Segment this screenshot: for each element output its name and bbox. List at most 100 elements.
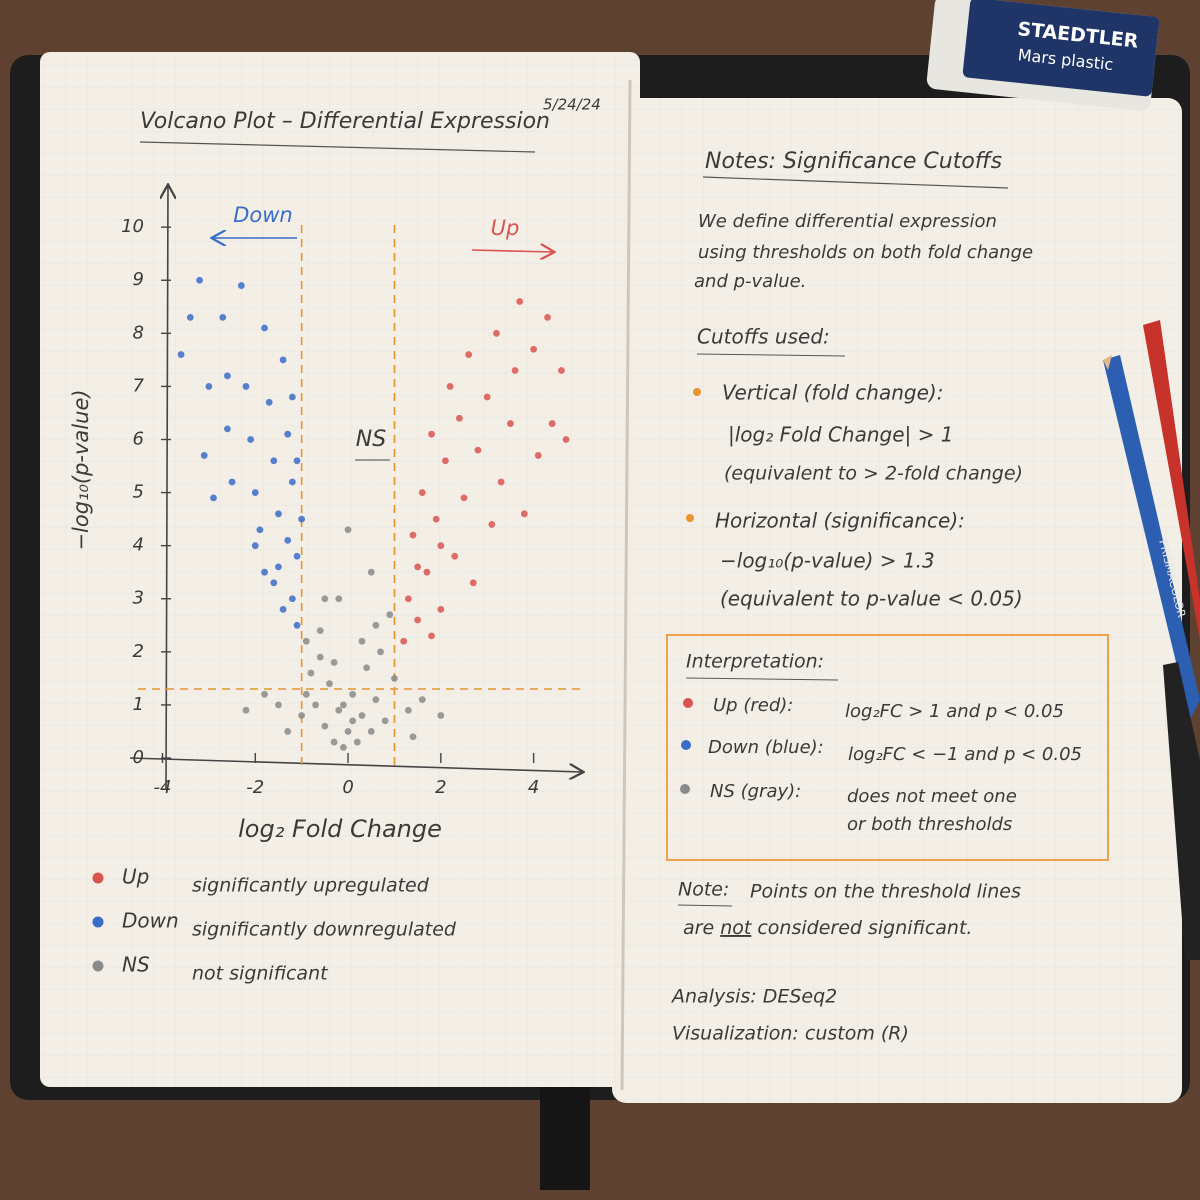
point: [465, 351, 473, 358]
point: [288, 595, 296, 603]
point: [414, 563, 422, 571]
point: [548, 420, 556, 427]
point: [530, 345, 538, 353]
analysis-line: Visualization: custom (R): [672, 1023, 909, 1045]
point: [363, 664, 370, 672]
point: [404, 595, 412, 603]
y-tick-label: 1: [133, 694, 144, 715]
point: [414, 616, 422, 624]
note-line: are not considered significant.: [683, 917, 972, 939]
point: [251, 489, 259, 496]
point: [340, 701, 347, 709]
bullet: [686, 514, 694, 522]
y-tick-label: 9: [133, 269, 144, 290]
point: [293, 457, 301, 465]
point: [404, 706, 412, 714]
point: [377, 648, 384, 656]
point: [288, 478, 296, 486]
gutter: [620, 79, 632, 1091]
y-tick-label: 5: [133, 482, 144, 503]
x-tick-label: 0: [342, 777, 353, 798]
title-underline: [139, 141, 536, 153]
point: [270, 457, 278, 465]
y-tick-label: 8: [133, 322, 144, 343]
point: [437, 542, 445, 550]
point: [340, 743, 347, 751]
point: [367, 728, 375, 735]
cutoff-line: (equivalent to > 2-fold change): [724, 463, 1023, 485]
point: [344, 526, 352, 534]
y-tick-label: 7: [133, 375, 145, 396]
up-arrow: [471, 250, 553, 252]
point: [316, 627, 324, 634]
point: [330, 659, 338, 666]
x-axis-title: log₂ Fold Change: [238, 815, 442, 843]
point: [186, 314, 194, 321]
x-axis: [129, 757, 582, 772]
bullet: [680, 784, 690, 794]
point: [200, 452, 208, 459]
interp-text: log₂FC > 1 and p < 0.05: [845, 701, 1064, 722]
intro-line: and p-value.: [694, 271, 806, 292]
legend-marker: [92, 960, 104, 972]
x-tick-label: 2: [435, 777, 446, 798]
point: [261, 690, 268, 698]
point: [279, 356, 287, 364]
point: [270, 579, 278, 587]
point: [558, 367, 565, 374]
x-tick-label: 4: [528, 777, 539, 798]
x-tick-label: -4: [153, 777, 171, 798]
x-tick-label: -2: [246, 777, 264, 798]
point: [256, 526, 264, 534]
cutoff-line: −log₁₀(p-value) > 1.3: [720, 549, 935, 573]
notes: Notes: Significance Cutoffs We define di…: [666, 149, 1109, 1045]
note-part: considered significant.: [751, 917, 972, 939]
point: [437, 605, 445, 613]
point: [437, 712, 445, 719]
point: [493, 329, 500, 337]
point: [516, 298, 524, 305]
point: [251, 542, 259, 550]
point: [497, 478, 505, 486]
note-part: are: [683, 917, 720, 939]
point: [316, 653, 324, 661]
point: [326, 680, 333, 688]
point: [224, 425, 231, 433]
legend-description: not significant: [192, 963, 329, 985]
point: [321, 722, 329, 730]
point: [275, 701, 282, 709]
point: [455, 414, 463, 422]
annotation-up: Up: [491, 216, 520, 240]
point: [372, 696, 380, 704]
point: [261, 568, 268, 576]
point: [442, 457, 449, 465]
notes-title-underline: [702, 176, 1009, 189]
intro-line: using thresholds on both fold change: [698, 242, 1033, 263]
point: [483, 393, 491, 401]
note-underline: [677, 904, 733, 907]
y-axis-title: −log₁₀(p-value): [69, 389, 93, 550]
point: [242, 383, 250, 390]
cutoff-heading: Vertical (fold change):: [722, 381, 943, 405]
interp-label: Up (red):: [713, 695, 793, 716]
chart-title: Volcano Plot – Differential Expression: [140, 109, 550, 134]
point: [520, 510, 528, 518]
point: [358, 637, 366, 645]
analysis-line: Analysis: DESeq2: [670, 986, 837, 1008]
cutoff-line: |log₂ Fold Change| > 1: [728, 423, 953, 447]
point: [451, 552, 459, 560]
point: [224, 372, 231, 380]
point: [321, 595, 329, 603]
point: [261, 324, 268, 332]
point: [409, 733, 417, 741]
y-tick-label: 10: [121, 216, 144, 237]
point: [302, 637, 310, 645]
point: [275, 510, 282, 518]
point: [474, 446, 482, 454]
point: [358, 712, 366, 719]
point: [330, 738, 338, 746]
point: [428, 430, 435, 438]
right-grid: [612, 98, 1182, 1103]
point: [367, 568, 375, 576]
interp-text: does not meet one: [847, 786, 1017, 807]
